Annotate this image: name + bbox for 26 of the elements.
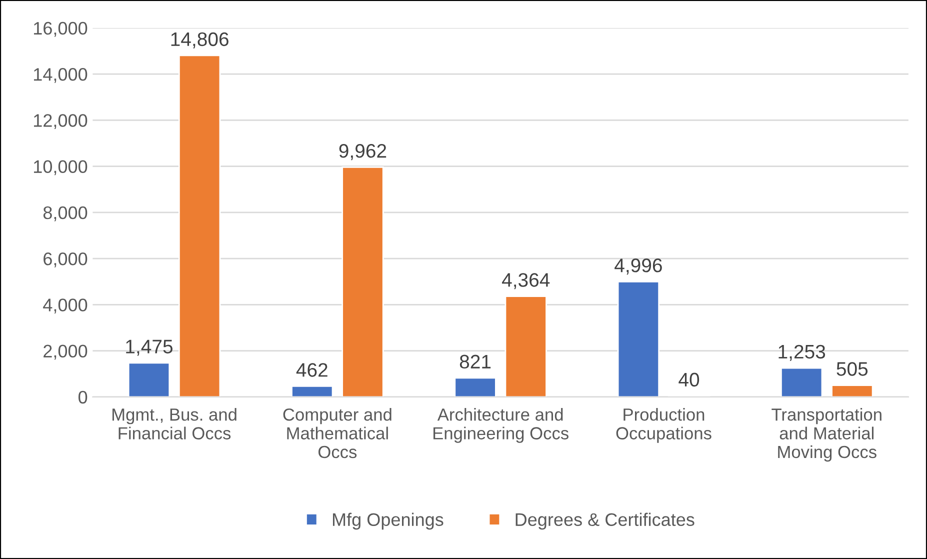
y-tick-label: 0 [78, 390, 88, 404]
data-label: 9,962 [339, 144, 386, 160]
y-tick-label: 2,000 [44, 344, 88, 360]
y-tick-label: 14,000 [34, 68, 88, 83]
y-tick-label: 8,000 [43, 206, 88, 222]
data-label: 1,475 [126, 340, 173, 356]
data-label: 505 [836, 362, 868, 376]
x-tick-label: Computer and Mathematical Occs [283, 408, 392, 458]
x-tick-label: Mgmt., Bus. and Financial Occs [112, 408, 236, 440]
y-tick-label: 10,000 [34, 160, 88, 176]
y-tick-label: 12,000 [34, 114, 88, 130]
data-label: 14,806 [171, 32, 228, 48]
x-tick-label: Architecture and Engineering Occs [433, 408, 568, 443]
y-tick-label: 4,000 [43, 298, 88, 314]
legend-label: Mfg Openings [332, 512, 444, 530]
x-tick-label: Production Occupations [616, 408, 712, 443]
legend-label: Degrees & Certificates [516, 512, 694, 530]
y-tick-label: 6,000 [44, 252, 88, 268]
data-label: 40 [678, 372, 700, 387]
data-label: 4,364 [502, 273, 550, 290]
y-tick-label: 16,000 [34, 22, 88, 37]
data-label: 462 [296, 363, 328, 377]
data-label: 821 [460, 354, 491, 369]
x-tick-label: Transportation and Material Moving Occs [772, 408, 882, 462]
data-label: 4,996 [614, 258, 662, 275]
data-label: 1,253 [778, 344, 826, 361]
